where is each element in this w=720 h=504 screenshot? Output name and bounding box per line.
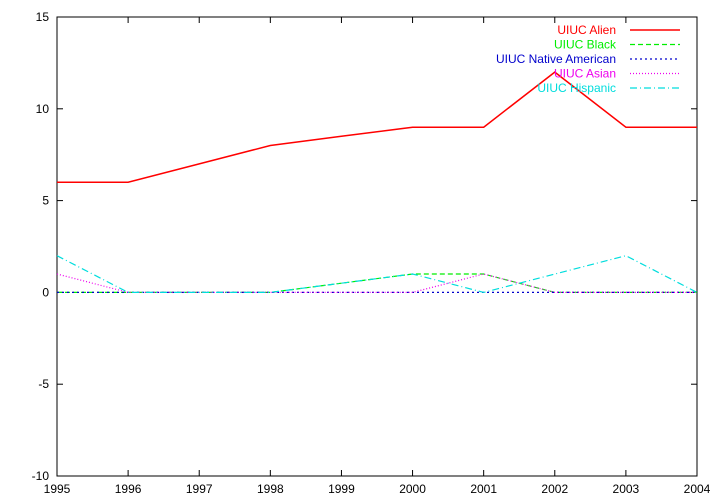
series-lines xyxy=(56,71,698,294)
x-tick-label: 2001 xyxy=(470,482,497,496)
series-line-uiuc-black xyxy=(57,273,697,293)
y-tick-label: -5 xyxy=(38,377,49,391)
x-tick-label: 2000 xyxy=(399,482,426,496)
series-line-uiuc-alien xyxy=(57,71,697,183)
legend-label: UIUC Alien xyxy=(557,23,616,37)
axes: 1995 1996 1997 1998 1999 2000 2001 2002 2003 2004… xyxy=(32,10,711,496)
x-tick-label: 1997 xyxy=(186,482,213,496)
x-tick-label: 1995 xyxy=(44,482,71,496)
x-tick-label: 1996 xyxy=(115,482,142,496)
legend-label: UIUC Asian xyxy=(554,67,616,81)
x-tick-label: 1999 xyxy=(328,482,355,496)
y-tick-label: 5 xyxy=(42,194,49,208)
y-tick-label: 0 xyxy=(42,285,49,299)
plot-frame xyxy=(56,16,698,477)
x-tick-label: 2004 xyxy=(684,482,711,496)
legend-label: UIUC Black xyxy=(554,38,617,52)
legend-label: UIUC Native American xyxy=(496,52,616,66)
y-tick-label: 10 xyxy=(36,102,50,116)
series-line-uiuc-asian xyxy=(56,273,697,293)
legend-label: UIUC Hispanic xyxy=(537,81,616,95)
y-tick-label: -10 xyxy=(32,469,50,483)
y-tick-label: 15 xyxy=(36,10,50,24)
x-tick-label: 2003 xyxy=(613,482,640,496)
x-tick-label: 2002 xyxy=(541,482,568,496)
series-line-uiuc-hispanic xyxy=(56,255,698,294)
x-tick-label: 1998 xyxy=(257,482,284,496)
